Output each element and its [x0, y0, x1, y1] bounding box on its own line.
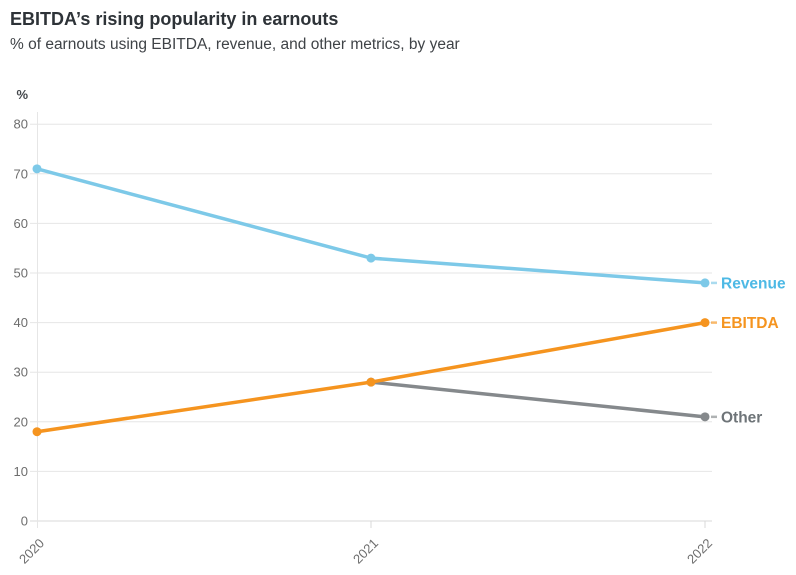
series-line-ebitda — [35, 320, 707, 434]
y-tick-label: 80 — [14, 117, 28, 132]
y-tick-label: 20 — [14, 414, 28, 429]
y-tick-label: 40 — [14, 315, 28, 330]
data-point-other — [700, 412, 710, 422]
x-tick-label: 2020 — [16, 536, 47, 567]
data-point-ebitda — [700, 318, 710, 328]
series-line-other — [369, 380, 707, 419]
series-end-label-ebitda: EBITDA — [721, 315, 779, 332]
y-tick-label: 70 — [14, 166, 28, 181]
chart-title: EBITDA’s rising popularity in earnouts — [10, 9, 339, 29]
series-line-revenue — [35, 167, 707, 285]
data-point-ebitda — [32, 427, 42, 437]
data-point-revenue — [32, 164, 42, 174]
data-point-revenue — [700, 278, 710, 288]
series-end-label-revenue: Revenue — [721, 275, 786, 292]
y-axis-unit-label: % — [16, 87, 28, 102]
y-tick-label: 10 — [14, 464, 28, 479]
y-tick-label: 60 — [14, 216, 28, 231]
y-tick-label: 0 — [21, 514, 28, 529]
series-end-label-other: Other — [721, 409, 762, 426]
y-tick-label: 30 — [14, 365, 28, 380]
y-tick-label: 50 — [14, 266, 28, 281]
chart-subtitle: % of earnouts using EBITDA, revenue, and… — [10, 35, 460, 53]
data-point-ebitda — [366, 377, 376, 387]
x-tick-label: 2021 — [350, 536, 381, 567]
x-tick-label: 2022 — [684, 536, 715, 567]
chart-header: EBITDA’s rising popularity in earnouts %… — [10, 8, 786, 55]
data-point-revenue — [366, 253, 376, 263]
